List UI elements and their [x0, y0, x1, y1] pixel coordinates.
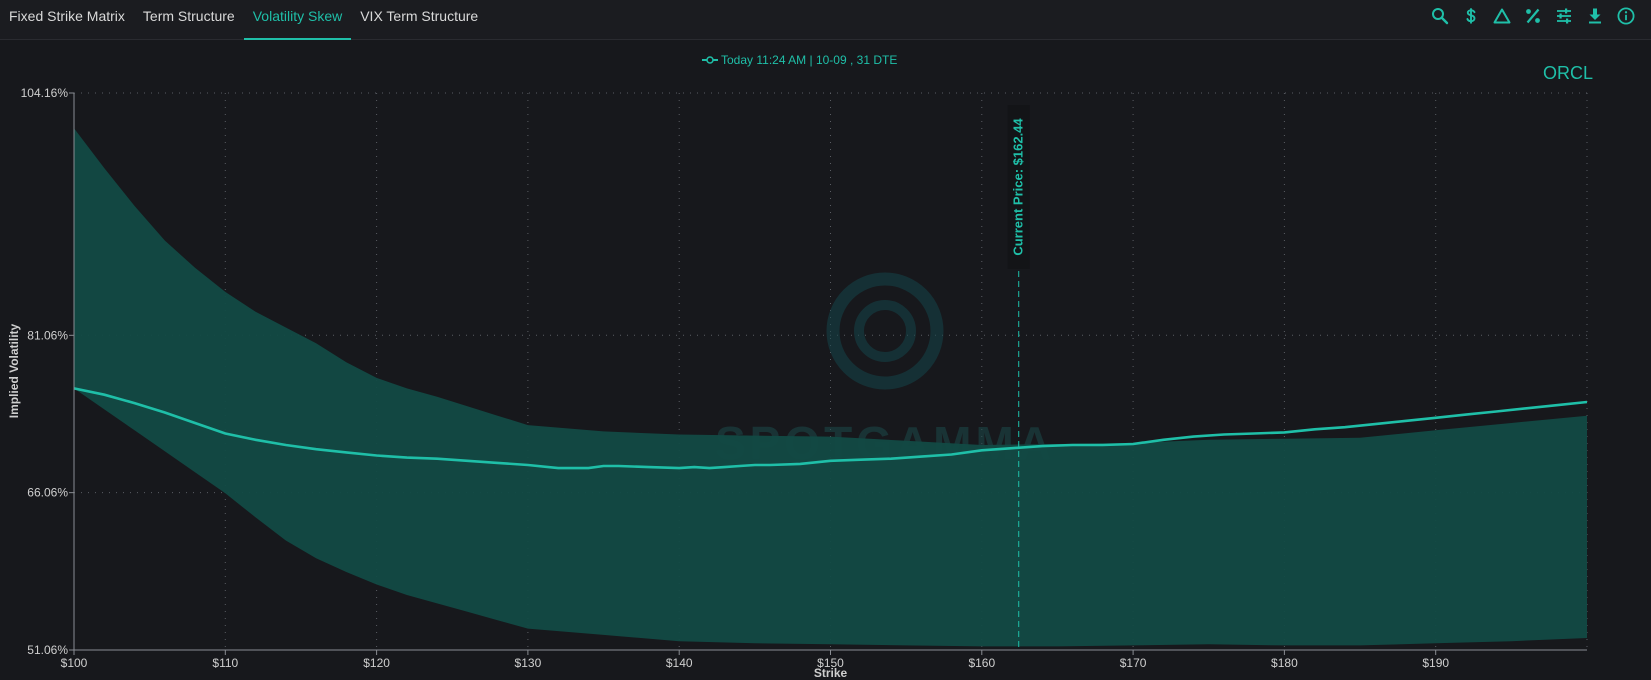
volatility-skew-chart: SPOTGAMMA Current Price: $162.44 $100$11…	[0, 41, 1651, 680]
chart-axes: $100 $110 $120 $130 $140 $150 $160 $170 $180 $190…	[21, 86, 1587, 670]
legend-marker	[706, 56, 714, 64]
x-tick-label: $100	[61, 656, 88, 670]
watermark-logo-inner	[854, 300, 916, 362]
x-tick-label: $110	[212, 656, 238, 670]
dollar-icon[interactable]	[1455, 2, 1486, 30]
chart-svg: SPOTGAMMA Current Price: $162.44 $100$11…	[7, 53, 1593, 680]
top-toolbar: Fixed Strike Matrix Term Structure Volat…	[0, 0, 1651, 40]
x-tick-label: $180	[1271, 656, 1298, 670]
x-tick-label: $160	[968, 656, 995, 670]
y-tick-label: 51.06%	[27, 643, 68, 657]
legend-label: Today 11:24 AM | 10-09 , 31 DTE	[721, 53, 897, 67]
chart-tools	[1424, 0, 1641, 32]
current-price-label-bg	[1007, 105, 1030, 269]
tab-vix-term-structure[interactable]: VIX Term Structure	[360, 8, 479, 24]
x-tick-label: $190	[1422, 656, 1449, 670]
x-tick-label: $140	[666, 656, 693, 670]
x-tick-label: $130	[515, 656, 542, 670]
x-tick-label: $150	[817, 656, 844, 670]
current-price-label-box: Current Price: $162.44	[1007, 105, 1030, 269]
sliders-icon[interactable]	[1548, 2, 1579, 30]
x-tick-label: $170	[1120, 656, 1147, 670]
ticker-symbol: ORCL	[1543, 63, 1593, 83]
y-tick-label: 81.06%	[27, 328, 68, 342]
tab-fixed-strike-matrix[interactable]: Fixed Strike Matrix	[9, 8, 125, 24]
percent-icon[interactable]	[1517, 2, 1548, 30]
tab-term-structure[interactable]: Term Structure	[142, 8, 235, 24]
search-icon[interactable]	[1424, 2, 1455, 30]
y-tick-label: 104.16%	[21, 86, 69, 100]
y-axis-title: Implied Volatility	[7, 323, 21, 418]
watermark-logo-icon	[826, 272, 944, 390]
tab-volatility-skew[interactable]: Volatility Skew	[243, 0, 352, 40]
x-axis-title: Strike	[814, 666, 848, 680]
current-price-label: Current Price: $162.44	[1011, 118, 1026, 256]
iv-range-band	[74, 128, 1587, 647]
info-icon[interactable]	[1610, 2, 1641, 30]
download-icon[interactable]	[1579, 2, 1610, 30]
y-tick-label: 66.06%	[27, 486, 68, 500]
x-tick-label: $120	[363, 656, 390, 670]
delta-icon[interactable]	[1486, 2, 1517, 30]
tab-bar: Fixed Strike Matrix Term Structure Volat…	[0, 0, 487, 40]
iv-skew-line[interactable]	[73, 387, 1588, 470]
chart-legend[interactable]: Today 11:24 AM | 10-09 , 31 DTE	[702, 53, 897, 67]
